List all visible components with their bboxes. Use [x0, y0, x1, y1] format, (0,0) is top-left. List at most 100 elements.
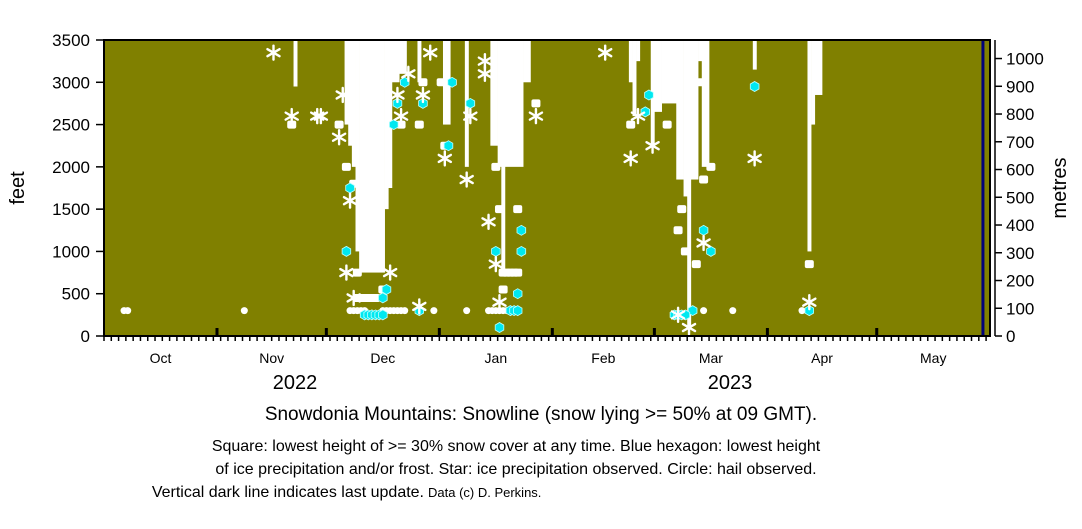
snow-cover-square-marker: [706, 162, 716, 171]
star-stroke: [477, 56, 493, 66]
hail-circle-marker: [124, 307, 132, 315]
ice-hexagon-marker: [749, 81, 760, 92]
x-month-tick: [875, 328, 879, 336]
ice-hexagon-marker: [378, 292, 388, 304]
star-stroke: [284, 111, 299, 121]
ice-hexagon-marker: [345, 182, 355, 194]
snow-cover-square-marker: [491, 162, 501, 171]
ice-star-marker: [382, 264, 398, 281]
star-stroke: [331, 132, 347, 142]
snow-cover-square-marker: [334, 120, 344, 129]
star-stroke: [681, 322, 697, 333]
snow-cover-square-marker: [436, 78, 446, 87]
axes: 0 500 1000 1500 2000 2500 3000 3500 0 100 200 300 40…: [52, 31, 1044, 366]
ice-star-marker: [681, 319, 697, 336]
y2-tick-label: 800: [1006, 105, 1034, 124]
snowline-bar: [501, 40, 506, 273]
star-stroke: [747, 153, 762, 164]
snowline-bar: [344, 40, 349, 125]
star-stroke: [802, 297, 817, 307]
ice-hexagon-marker: [378, 309, 388, 321]
x-month-tick: [437, 328, 441, 336]
x-month-label: Nov: [259, 350, 284, 366]
y-tick-label: 3000: [52, 73, 90, 92]
x-month-tick: [550, 328, 554, 336]
ice-star-marker: [630, 107, 646, 125]
star-stroke: [630, 111, 646, 121]
snowline-bar: [399, 40, 407, 74]
snowline-bar: [388, 40, 393, 188]
ice-hexagon-marker: [516, 224, 527, 236]
star-stroke: [335, 90, 351, 100]
snow-cover-square-marker: [699, 175, 709, 184]
star-stroke: [412, 301, 427, 312]
snowline-bar: [661, 40, 677, 104]
data-credit: Data (c) D. Perkins.: [428, 485, 541, 500]
ice-hexagon-marker: [381, 284, 392, 295]
hail-circle-marker: [463, 307, 471, 315]
star-stroke: [266, 47, 281, 58]
ice-hexagon-marker: [804, 305, 814, 317]
star-stroke: [463, 111, 478, 121]
ice-hexagon-marker: [447, 76, 457, 88]
snowline-bar: [811, 40, 816, 125]
snow-cover-square-marker: [626, 120, 636, 129]
hail-circle-marker: [430, 307, 438, 315]
ice-star-marker: [463, 107, 478, 125]
ice-star-marker: [528, 107, 544, 125]
x-month-label: Feb: [591, 350, 615, 366]
snow-cover-square-marker: [677, 205, 687, 214]
star-stroke: [422, 47, 438, 58]
snow-cover-square-marker: [695, 78, 705, 87]
snowline-bar: [752, 40, 757, 70]
y-tick-label: 2000: [52, 158, 90, 177]
snow-cover-square-marker: [494, 205, 504, 214]
y2-axis-title: metres: [1049, 157, 1071, 218]
snowline-bar: [355, 40, 360, 252]
ice-star-marker: [412, 298, 427, 315]
star-stroke: [459, 174, 474, 185]
ice-star-marker: [437, 150, 453, 167]
ice-star-marker: [492, 293, 507, 311]
ice-star-marker: [393, 107, 409, 125]
ice-star-marker: [401, 65, 416, 83]
star-stroke: [437, 153, 453, 164]
last-update-line: [981, 40, 985, 336]
ice-star-marker: [313, 107, 329, 125]
hail-circle-marker: [798, 307, 806, 315]
star-stroke: [696, 238, 711, 248]
star-stroke: [401, 69, 416, 79]
x-month-label: Mar: [699, 350, 723, 366]
x-month-label: Apr: [811, 350, 833, 366]
markers: [120, 44, 817, 336]
ice-hexagon-marker: [465, 97, 476, 109]
star-stroke: [481, 217, 496, 227]
x-month-tick: [652, 328, 656, 336]
y2-tick-label: 900: [1006, 77, 1034, 96]
star-stroke: [488, 259, 504, 269]
ice-star-marker: [390, 86, 405, 104]
caption-line-3: Vertical dark line indicates last update…: [152, 484, 424, 501]
snowline-bar: [351, 40, 356, 167]
caption-line-2: of ice precipitation and/or frost. Star:…: [215, 461, 816, 478]
ice-hexagon-marker: [443, 140, 454, 152]
ice-star-marker: [488, 255, 504, 273]
snowline-bar: [504, 40, 524, 167]
snowline-bar: [490, 40, 498, 146]
x-month-label: Oct: [150, 350, 172, 366]
star-stroke: [597, 47, 613, 58]
snowline-bar: [359, 40, 385, 273]
y2-tick-label: 400: [1006, 216, 1034, 235]
x-month-tick: [765, 328, 769, 336]
ice-star-marker: [481, 213, 496, 231]
snowline-bar: [632, 40, 637, 117]
y2-tick-label: 0: [1006, 327, 1015, 346]
snowline-bar: [690, 40, 699, 180]
snow-cover-square-marker: [498, 285, 508, 294]
hail-circle-marker: [401, 307, 409, 315]
snowline-bar: [636, 40, 641, 62]
ice-hexagon-marker: [341, 245, 352, 257]
ice-star-marker: [623, 150, 638, 167]
ice-hexagon-marker: [698, 224, 709, 236]
